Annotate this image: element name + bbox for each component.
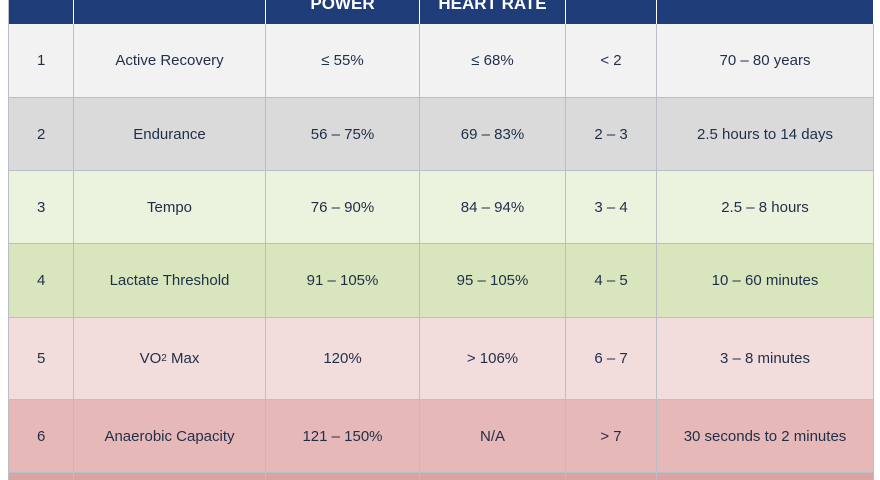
- table-cell-power: 121 – 150%: [266, 400, 420, 473]
- table-cell-duration: 2.5 – 8 hours: [657, 171, 874, 244]
- table-cell-partial: [74, 473, 266, 480]
- header-cell-name: [74, 0, 266, 24]
- header-cell-duration: [657, 0, 874, 24]
- table-cell-heart-rate: > 106%: [420, 318, 566, 400]
- table-cell-name: Active Recovery: [74, 24, 266, 98]
- table-cell-zone: 6: [8, 400, 74, 473]
- table-cell-zone: 4: [8, 244, 74, 318]
- table-cell-partial: [566, 473, 657, 480]
- table-cell-power: 120%: [266, 318, 420, 400]
- table-cell-rpe: 2 – 3: [566, 98, 657, 171]
- table-cell-name: VO 2 Max: [74, 318, 266, 400]
- table-cell-rpe: > 7: [566, 400, 657, 473]
- table-cell-heart-rate: 84 – 94%: [420, 171, 566, 244]
- table-cell-heart-rate: 95 – 105%: [420, 244, 566, 318]
- table-cell-partial: [266, 473, 420, 480]
- table-cell-rpe: < 2: [566, 24, 657, 98]
- table-cell-heart-rate: 69 – 83%: [420, 98, 566, 171]
- table-cell-duration: 30 seconds to 2 minutes: [657, 400, 874, 473]
- table-cell-name: Anaerobic Capacity: [74, 400, 266, 473]
- table-cell-heart-rate: ≤ 68%: [420, 24, 566, 98]
- table-cell-power: 91 – 105%: [266, 244, 420, 318]
- table-cell-rpe: 6 – 7: [566, 318, 657, 400]
- table-cell-name: Endurance: [74, 98, 266, 171]
- header-cell-heart-rate: HEART RATE: [420, 0, 566, 24]
- table-cell-partial: [657, 473, 874, 480]
- header-cell-zone: [8, 0, 74, 24]
- table-cell-zone: 1: [8, 24, 74, 98]
- table-cell-heart-rate: N/A: [420, 400, 566, 473]
- table-cell-rpe: 4 – 5: [566, 244, 657, 318]
- table-cell-zone: 3: [8, 171, 74, 244]
- table-cell-power: 76 – 90%: [266, 171, 420, 244]
- table-cell-name: Tempo: [74, 171, 266, 244]
- header-cell-rpe: [566, 0, 657, 24]
- table-cell-partial: [420, 473, 566, 480]
- table-cell-zone: 5: [8, 318, 74, 400]
- table-cell-name: Lactate Threshold: [74, 244, 266, 318]
- table-cell-partial: [8, 473, 74, 480]
- table-cell-power: ≤ 55%: [266, 24, 420, 98]
- table-cell-duration: 10 – 60 minutes: [657, 244, 874, 318]
- table-cell-power: 56 – 75%: [266, 98, 420, 171]
- header-cell-power: POWER: [266, 0, 420, 24]
- table-cell-rpe: 3 – 4: [566, 171, 657, 244]
- table-cell-duration: 70 – 80 years: [657, 24, 874, 98]
- table-cell-duration: 2.5 hours to 14 days: [657, 98, 874, 171]
- table-cell-zone: 2: [8, 98, 74, 171]
- table-cell-duration: 3 – 8 minutes: [657, 318, 874, 400]
